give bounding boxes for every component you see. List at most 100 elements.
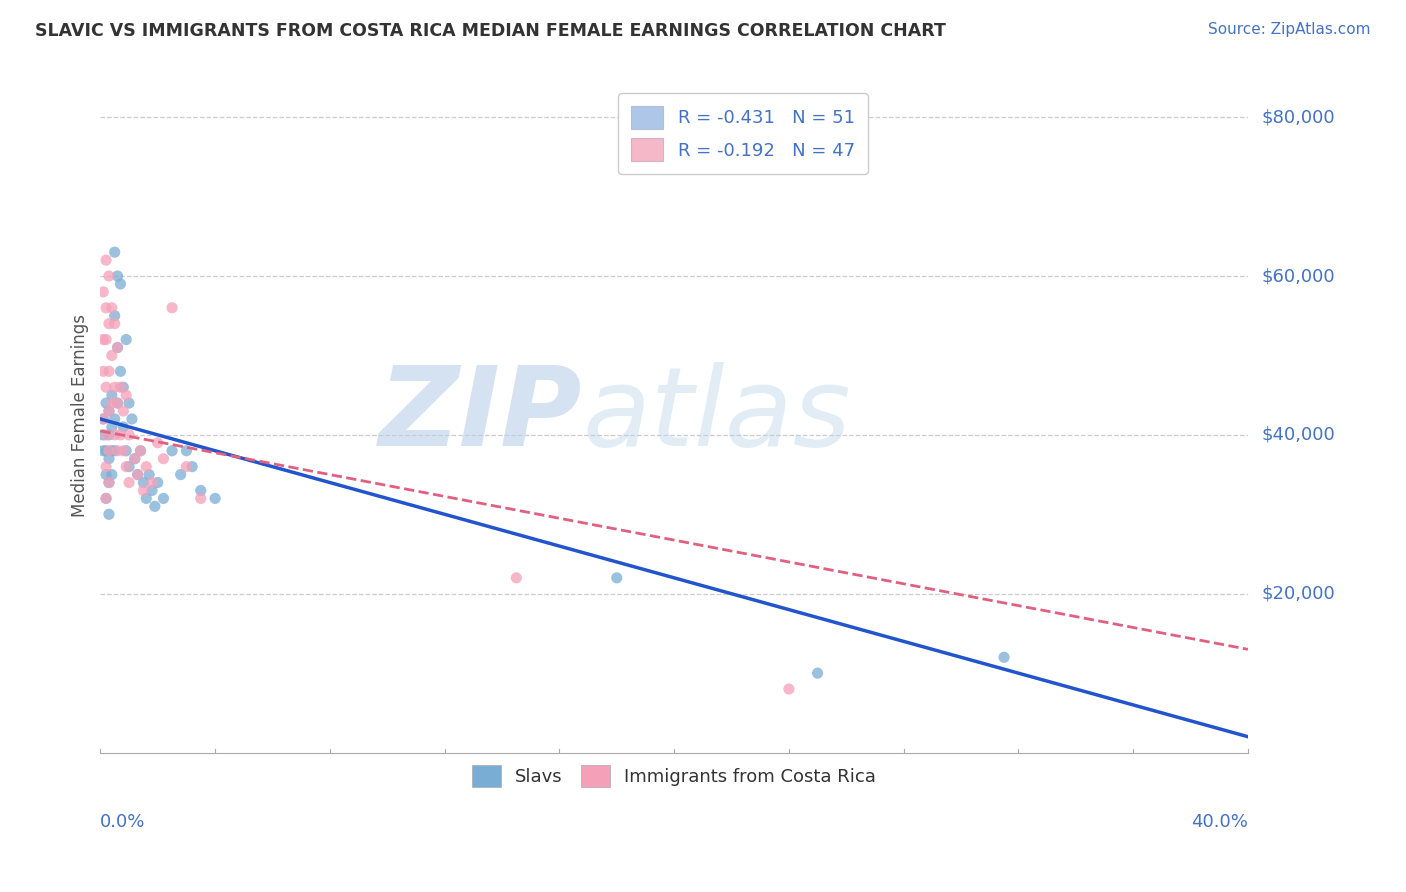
Point [112, 443, 135, 458]
Point [112, 380, 135, 394]
Point [101, 467, 124, 482]
Point [94, 459, 117, 474]
Text: $60,000: $60,000 [1261, 267, 1336, 285]
Text: Source: ZipAtlas.com: Source: ZipAtlas.com [1208, 22, 1371, 37]
Point [132, 483, 155, 498]
Point [176, 459, 198, 474]
Point [91, 412, 114, 426]
Point [104, 317, 127, 331]
Point [132, 475, 155, 490]
Point [101, 420, 124, 434]
Point [94, 380, 117, 394]
Point [606, 571, 628, 585]
Point [104, 428, 127, 442]
Point [170, 467, 193, 482]
Point [97, 475, 120, 490]
Point [110, 277, 132, 291]
Point [129, 443, 152, 458]
Point [204, 491, 226, 506]
Point [97, 508, 120, 522]
Point [97, 317, 120, 331]
Point [112, 420, 135, 434]
Point [107, 268, 129, 283]
Point [97, 404, 120, 418]
Point [115, 333, 138, 347]
Point [94, 428, 117, 442]
Point [107, 341, 129, 355]
Text: $80,000: $80,000 [1261, 108, 1336, 126]
Point [143, 500, 166, 514]
Point [121, 412, 143, 426]
Text: 40.0%: 40.0% [1191, 814, 1249, 831]
Point [115, 443, 138, 458]
Point [127, 467, 149, 482]
Text: $40,000: $40,000 [1261, 425, 1336, 444]
Point [129, 443, 152, 458]
Point [97, 268, 120, 283]
Point [146, 435, 169, 450]
Text: atlas: atlas [582, 361, 851, 468]
Point [152, 451, 174, 466]
Point [91, 428, 114, 442]
Point [97, 404, 120, 418]
Point [94, 396, 117, 410]
Point [101, 443, 124, 458]
Point [152, 491, 174, 506]
Point [91, 285, 114, 299]
Point [190, 483, 212, 498]
Point [107, 396, 129, 410]
Point [101, 388, 124, 402]
Point [101, 301, 124, 315]
Point [141, 475, 163, 490]
Point [124, 451, 146, 466]
Point [104, 309, 127, 323]
Point [91, 333, 114, 347]
Point [104, 380, 127, 394]
Point [91, 443, 114, 458]
Point [104, 443, 127, 458]
Point [94, 467, 117, 482]
Point [807, 666, 830, 681]
Point [94, 491, 117, 506]
Point [104, 245, 127, 260]
Point [94, 491, 117, 506]
Point [176, 443, 198, 458]
Point [115, 459, 138, 474]
Point [505, 571, 527, 585]
Point [124, 451, 146, 466]
Point [107, 396, 129, 410]
Point [160, 301, 183, 315]
Point [160, 443, 183, 458]
Point [97, 364, 120, 378]
Point [101, 396, 124, 410]
Text: ZIP: ZIP [378, 361, 582, 468]
Point [110, 364, 132, 378]
Point [190, 491, 212, 506]
Legend: Slavs, Immigrants from Costa Rica: Slavs, Immigrants from Costa Rica [465, 757, 883, 794]
Point [97, 443, 120, 458]
Point [115, 388, 138, 402]
Point [127, 467, 149, 482]
Point [181, 459, 204, 474]
Point [993, 650, 1015, 665]
Point [110, 380, 132, 394]
Text: $20,000: $20,000 [1261, 585, 1336, 603]
Point [107, 443, 129, 458]
Point [97, 451, 120, 466]
Point [104, 412, 127, 426]
Point [112, 404, 135, 418]
Point [94, 443, 117, 458]
Point [135, 459, 157, 474]
Point [94, 333, 117, 347]
Text: SLAVIC VS IMMIGRANTS FROM COSTA RICA MEDIAN FEMALE EARNINGS CORRELATION CHART: SLAVIC VS IMMIGRANTS FROM COSTA RICA MED… [35, 22, 946, 40]
Point [110, 428, 132, 442]
Point [118, 428, 141, 442]
Point [141, 483, 163, 498]
Point [94, 253, 117, 268]
Point [135, 491, 157, 506]
Point [97, 475, 120, 490]
Point [138, 467, 160, 482]
Point [118, 396, 141, 410]
Point [101, 348, 124, 362]
Point [94, 301, 117, 315]
